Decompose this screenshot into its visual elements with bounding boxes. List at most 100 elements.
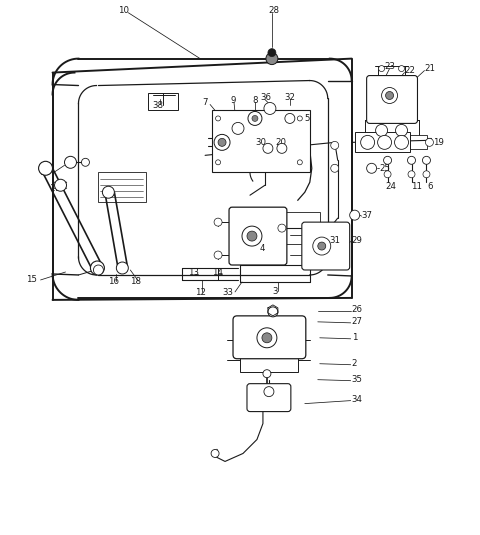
Text: 11: 11 — [411, 182, 422, 191]
Text: 20: 20 — [275, 138, 286, 147]
Circle shape — [384, 156, 392, 164]
Bar — [355, 132, 409, 152]
Circle shape — [379, 66, 384, 72]
Circle shape — [64, 156, 76, 169]
Text: 26: 26 — [352, 305, 363, 315]
Circle shape — [278, 224, 286, 232]
Text: 3: 3 — [272, 287, 277, 296]
Text: 28: 28 — [268, 6, 279, 15]
Circle shape — [242, 226, 262, 246]
Circle shape — [268, 307, 278, 317]
Circle shape — [252, 116, 258, 121]
Circle shape — [425, 139, 433, 147]
Circle shape — [376, 125, 387, 136]
Circle shape — [384, 171, 391, 178]
Circle shape — [90, 261, 104, 275]
Circle shape — [360, 135, 374, 149]
Text: 36: 36 — [260, 93, 271, 102]
Circle shape — [264, 387, 274, 396]
Circle shape — [423, 171, 430, 178]
Text: 16: 16 — [108, 278, 120, 286]
Circle shape — [247, 231, 257, 241]
Circle shape — [398, 66, 405, 72]
Circle shape — [263, 370, 271, 378]
Text: 32: 32 — [285, 93, 296, 102]
Bar — [240, 357, 298, 372]
Circle shape — [350, 210, 360, 220]
Text: 34: 34 — [352, 395, 363, 404]
Text: 17: 17 — [48, 184, 60, 193]
Bar — [409, 135, 428, 149]
Circle shape — [268, 49, 276, 57]
Text: 25: 25 — [380, 164, 391, 173]
FancyBboxPatch shape — [233, 316, 306, 359]
Polygon shape — [268, 305, 278, 316]
Circle shape — [214, 251, 222, 259]
Text: 2: 2 — [352, 359, 357, 368]
Text: 12: 12 — [195, 288, 206, 297]
Circle shape — [297, 160, 302, 165]
Circle shape — [94, 265, 103, 275]
Text: 35: 35 — [352, 375, 363, 384]
Bar — [285, 212, 320, 244]
Text: 15: 15 — [25, 276, 36, 285]
FancyBboxPatch shape — [367, 75, 418, 124]
Circle shape — [257, 328, 277, 348]
Text: 18: 18 — [130, 278, 141, 286]
Circle shape — [408, 156, 416, 164]
Text: 10: 10 — [119, 6, 129, 15]
Text: 18: 18 — [38, 168, 49, 177]
Text: 30: 30 — [255, 138, 266, 147]
Circle shape — [211, 449, 219, 457]
Text: 13: 13 — [188, 269, 199, 278]
Bar — [212, 110, 310, 172]
Circle shape — [214, 134, 230, 150]
Bar — [365, 120, 420, 140]
Circle shape — [378, 135, 392, 149]
Text: 23: 23 — [384, 62, 396, 71]
Circle shape — [232, 123, 244, 134]
Circle shape — [218, 139, 226, 147]
FancyBboxPatch shape — [229, 207, 287, 265]
Text: 29: 29 — [352, 235, 362, 244]
Circle shape — [82, 158, 89, 166]
Circle shape — [262, 333, 272, 343]
Text: 21: 21 — [424, 64, 435, 73]
Circle shape — [277, 143, 287, 154]
Text: 6: 6 — [428, 182, 433, 191]
Text: 33: 33 — [222, 288, 233, 297]
FancyBboxPatch shape — [247, 384, 291, 411]
Circle shape — [266, 52, 278, 65]
Circle shape — [264, 103, 276, 114]
Bar — [292, 326, 302, 341]
Bar — [237, 326, 247, 341]
Circle shape — [367, 163, 377, 173]
Bar — [148, 93, 178, 110]
Circle shape — [116, 262, 128, 274]
Circle shape — [331, 141, 339, 149]
Text: 22: 22 — [405, 66, 416, 75]
Circle shape — [285, 113, 295, 124]
Circle shape — [318, 242, 326, 250]
Text: 19: 19 — [433, 138, 444, 147]
Bar — [98, 172, 146, 202]
Text: 24: 24 — [385, 182, 396, 191]
Text: 8: 8 — [252, 96, 257, 105]
Circle shape — [408, 171, 415, 178]
Circle shape — [396, 125, 408, 136]
Text: 27: 27 — [352, 317, 363, 326]
Circle shape — [422, 156, 431, 164]
Text: 5: 5 — [305, 114, 310, 123]
Text: 37: 37 — [361, 211, 372, 220]
Circle shape — [248, 111, 262, 125]
Circle shape — [216, 160, 220, 165]
Text: 9: 9 — [230, 96, 235, 105]
Circle shape — [38, 162, 52, 175]
Circle shape — [313, 237, 331, 255]
Text: 1: 1 — [352, 333, 357, 342]
Text: 38: 38 — [152, 101, 163, 110]
FancyBboxPatch shape — [302, 222, 350, 270]
Circle shape — [385, 91, 394, 100]
Text: 7: 7 — [202, 98, 208, 107]
Circle shape — [216, 116, 220, 121]
